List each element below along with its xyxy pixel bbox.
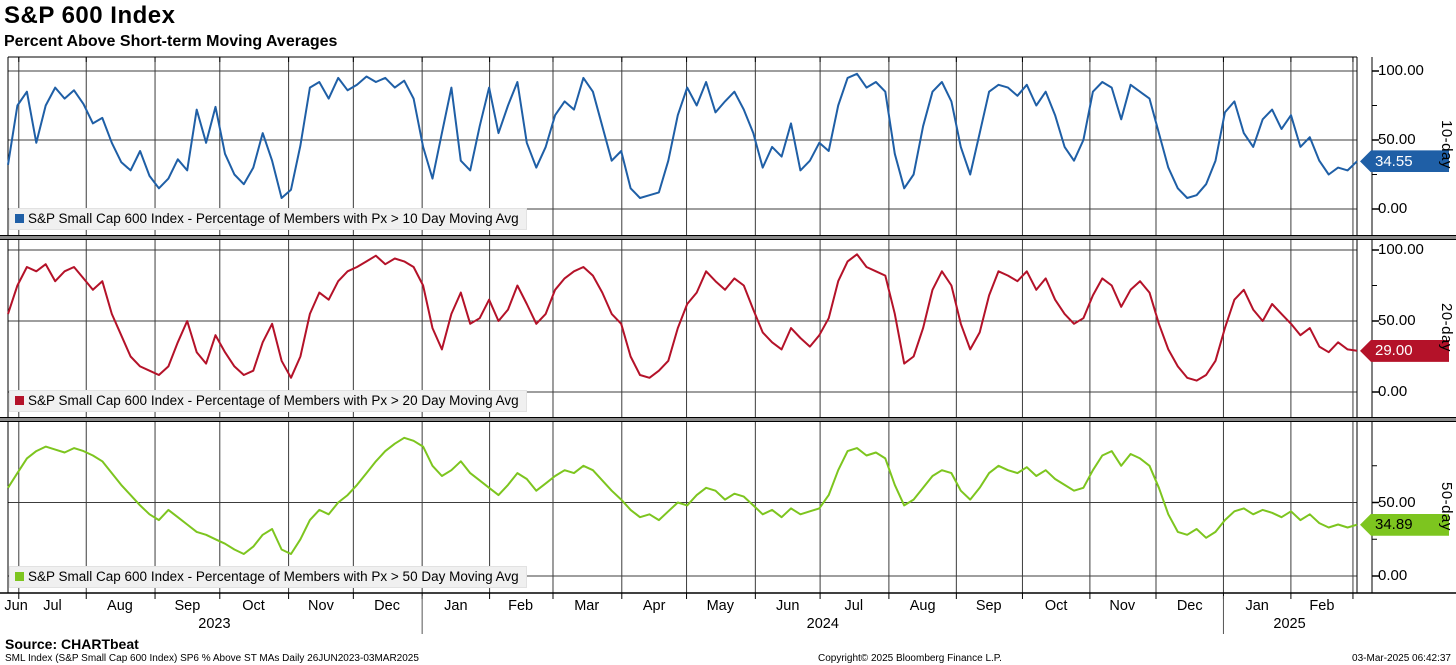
copyright-note: Copyright© 2025 Bloomberg Finance L.P. — [818, 653, 1002, 664]
month-label: Sep — [975, 598, 1002, 614]
series-line-10-day — [7, 72, 1358, 199]
separator-edge — [0, 239, 1456, 240]
y-axis-label: 0.00 — [1378, 567, 1408, 584]
month-label: Sep — [174, 598, 201, 614]
month-label: Dec — [374, 598, 400, 614]
month-label: Jul — [43, 598, 62, 614]
value-badge-20-day: 29.00 — [1360, 339, 1449, 362]
y-axis-label: 50.00 — [1378, 131, 1416, 148]
month-label: Jan — [1245, 598, 1269, 614]
month-label: May — [706, 598, 734, 614]
legend-50-day: S&P Small Cap 600 Index - Percentage of … — [9, 566, 527, 588]
axis-title-20-day: 20-day — [1438, 302, 1455, 352]
month-label: Mar — [574, 598, 600, 614]
legend-swatch-icon — [15, 214, 24, 223]
month-label: Oct — [242, 598, 265, 614]
series-line-50-day — [7, 436, 1358, 555]
month-label: Nov — [1109, 598, 1136, 614]
value-badge-10-day: 34.55 — [1360, 150, 1449, 173]
legend-text: S&P Small Cap 600 Index - Percentage of … — [28, 393, 519, 408]
panel-separator — [0, 418, 1456, 421]
security-note: SML Index (S&P Small Cap 600 Index) SP6 … — [5, 653, 419, 664]
legend-swatch-icon — [15, 572, 24, 581]
month-label: Dec — [1176, 598, 1203, 614]
legend-text: S&P Small Cap 600 Index - Percentage of … — [28, 211, 519, 226]
legend-10-day: S&P Small Cap 600 Index - Percentage of … — [9, 208, 527, 230]
legend-text: S&P Small Cap 600 Index - Percentage of … — [28, 569, 519, 584]
chart-title: S&P 600 Index — [4, 2, 176, 29]
month-label: Jun — [776, 598, 800, 614]
separator-edge — [0, 417, 1456, 418]
separator-edge — [0, 235, 1456, 236]
separator-edge — [0, 421, 1456, 422]
y-axis-label: 0.00 — [1378, 383, 1408, 400]
chart-subtitle: Percent Above Short-term Moving Averages — [4, 33, 338, 50]
month-label: Feb — [508, 598, 534, 614]
month-label: Oct — [1044, 598, 1068, 614]
y-axis-label: 100.00 — [1378, 62, 1424, 79]
axis-title-10-day: 10-day — [1438, 120, 1455, 169]
month-label: Apr — [642, 598, 666, 614]
month-label: Aug — [909, 598, 936, 614]
year-label: 2023 — [198, 616, 231, 632]
year-label: 2024 — [806, 616, 839, 632]
month-label: Feb — [1309, 598, 1335, 614]
y-axis-label: 50.00 — [1378, 493, 1416, 511]
y-axis-label: 50.00 — [1378, 312, 1416, 329]
y-axis-label: 0.00 — [1378, 200, 1408, 217]
legend-20-day: S&P Small Cap 600 Index - Percentage of … — [9, 390, 527, 412]
panel-separator — [0, 236, 1456, 239]
timestamp: 03-Mar-2025 06:42:37 — [1352, 653, 1451, 664]
series-line-20-day — [7, 253, 1358, 382]
month-label: Aug — [107, 598, 133, 614]
month-label: Jul — [844, 598, 864, 614]
month-label: Jun — [4, 598, 28, 614]
source-note: Source: CHARTbeat — [5, 636, 139, 652]
month-label: Jan — [444, 598, 468, 614]
axis-title-50-day: 50-day — [1438, 481, 1455, 531]
y-axis-label: 100.00 — [1378, 241, 1424, 258]
year-label: 2025 — [1273, 616, 1306, 632]
value-badge-50-day: 34.89 — [1360, 513, 1449, 536]
legend-swatch-icon — [15, 396, 24, 405]
month-label: Nov — [308, 598, 334, 614]
